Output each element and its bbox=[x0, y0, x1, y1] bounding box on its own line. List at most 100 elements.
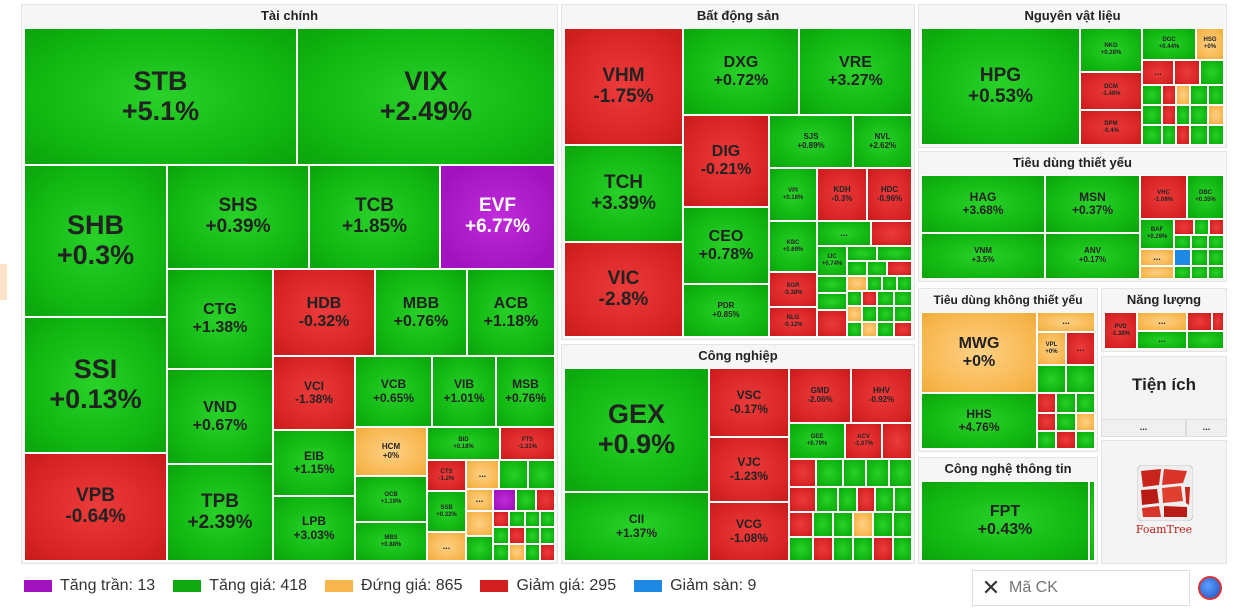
stock-tile-ssb[interactable]: SSB +0.32% bbox=[427, 491, 466, 532]
stock-tile-small[interactable] bbox=[1037, 413, 1056, 431]
stock-tile-mbs[interactable]: MBS +0.88% bbox=[355, 522, 427, 561]
stock-tile-small[interactable] bbox=[893, 512, 912, 537]
stock-tile-small[interactable] bbox=[1191, 235, 1208, 249]
legend-flat[interactable]: Đứng giá: 865 bbox=[325, 577, 462, 595]
stock-tile-small[interactable] bbox=[540, 511, 555, 527]
stock-tile-vix[interactable]: VIX +2.49% bbox=[297, 28, 555, 165]
stock-tile-small[interactable] bbox=[1142, 85, 1162, 105]
stock-tile-shb[interactable]: SHB +0.3% bbox=[24, 165, 167, 317]
stock-tile-mbb[interactable]: MBB +0.76% bbox=[375, 269, 467, 356]
stock-tile-small[interactable]: ... bbox=[1137, 312, 1187, 331]
stock-tile-sjs[interactable]: SJS +0.89% bbox=[769, 115, 853, 168]
stock-tile-cii[interactable]: CII +1.37% bbox=[564, 492, 709, 561]
stock-tile-vib[interactable]: VIB +1.01% bbox=[432, 356, 496, 427]
stock-tile-dgc[interactable]: DGC +0.44% bbox=[1142, 28, 1196, 60]
stock-tile-acb[interactable]: ACB +1.18% bbox=[467, 269, 555, 356]
stock-tile-small[interactable] bbox=[1162, 105, 1176, 125]
stock-tile-small[interactable] bbox=[843, 459, 866, 487]
stock-tile-small[interactable] bbox=[466, 511, 493, 536]
stock-tile-msn[interactable]: MSN +0.37% bbox=[1045, 175, 1140, 233]
stock-tile-acv[interactable]: ACV -1.07% bbox=[845, 423, 882, 459]
stock-tile-small[interactable]: ... bbox=[1066, 332, 1095, 365]
stock-tile-small[interactable] bbox=[867, 276, 882, 291]
stock-tile-vnm[interactable]: VNM +3.5% bbox=[921, 233, 1045, 279]
stock-tile-small[interactable] bbox=[525, 527, 540, 544]
globe-icon[interactable] bbox=[1198, 576, 1222, 600]
stock-tile-small[interactable] bbox=[847, 261, 867, 276]
stock-tile-ctg[interactable]: CTG +1.38% bbox=[167, 269, 273, 369]
stock-tile-small[interactable] bbox=[847, 322, 862, 337]
stock-tile-dpm[interactable]: DPM -0.4% bbox=[1080, 110, 1142, 145]
stock-tile-small[interactable] bbox=[1200, 60, 1224, 85]
stock-tile-ocb[interactable]: OCB +1.19% bbox=[355, 476, 427, 522]
stock-tile-small[interactable] bbox=[871, 221, 912, 246]
stock-tile-small[interactable] bbox=[1176, 85, 1190, 105]
stock-tile-small[interactable] bbox=[1037, 431, 1056, 449]
stock-tile-vcg[interactable]: VCG -1.08% bbox=[709, 502, 789, 561]
stock-tile-small[interactable] bbox=[1056, 413, 1076, 431]
stock-tile-small[interactable] bbox=[1191, 249, 1208, 266]
stock-tile-hhv[interactable]: HHV -0.92% bbox=[851, 368, 912, 423]
stock-tile-cts[interactable]: CTS -1.2% bbox=[427, 460, 466, 491]
stock-tile-hag[interactable]: HAG +3.68% bbox=[921, 175, 1045, 233]
stock-tile-small[interactable] bbox=[789, 512, 813, 537]
stock-tile-small[interactable]: ... bbox=[427, 532, 466, 561]
stock-tile-small[interactable] bbox=[873, 512, 893, 537]
stock-tile-hpg[interactable]: HPG +0.53% bbox=[921, 28, 1080, 145]
stock-tile-small[interactable]: ... bbox=[1142, 60, 1174, 85]
stock-tile-small[interactable] bbox=[509, 544, 525, 561]
stock-tile-small[interactable] bbox=[1191, 266, 1208, 279]
stock-tile-small[interactable] bbox=[833, 512, 853, 537]
stock-tile-small[interactable] bbox=[877, 306, 894, 322]
stock-tile-small[interactable] bbox=[1056, 431, 1076, 449]
stock-tile-small[interactable] bbox=[525, 544, 540, 561]
stock-tile-small[interactable] bbox=[493, 527, 509, 544]
stock-tile-small[interactable] bbox=[493, 489, 516, 511]
stock-tile-small[interactable]: ... bbox=[1140, 249, 1174, 266]
stock-tile-small[interactable] bbox=[1076, 413, 1095, 431]
stock-tile-small[interactable] bbox=[893, 537, 912, 561]
stock-tile-small[interactable] bbox=[1140, 266, 1174, 279]
stock-tile-small[interactable] bbox=[862, 322, 877, 337]
stock-tile-small[interactable] bbox=[789, 537, 813, 561]
stock-tile-small[interactable] bbox=[847, 291, 862, 306]
stock-tile-small[interactable] bbox=[499, 460, 528, 489]
stock-tile-small[interactable] bbox=[889, 459, 912, 487]
stock-tile-shs[interactable]: SHS +0.39% bbox=[167, 165, 309, 269]
stock-tile-small[interactable] bbox=[1037, 393, 1056, 413]
stock-tile-vci[interactable]: VCI -1.38% bbox=[273, 356, 355, 430]
stock-tile-small[interactable] bbox=[882, 423, 912, 459]
stock-tile-fpt[interactable]: FPT +0.43% bbox=[921, 481, 1089, 561]
stock-tile-small[interactable] bbox=[817, 293, 847, 310]
stock-tile-small[interactable] bbox=[1208, 235, 1224, 249]
stock-tile-small[interactable]: ... bbox=[1186, 419, 1227, 437]
stock-tile-ceo[interactable]: CEO +0.78% bbox=[683, 207, 769, 284]
stock-tile-small[interactable] bbox=[862, 291, 877, 306]
stock-tile-small[interactable] bbox=[894, 306, 912, 322]
stock-tile-eib[interactable]: EIB +1.15% bbox=[273, 430, 355, 496]
stock-tile-vsc[interactable]: VSC -0.17% bbox=[709, 368, 789, 437]
legend-ceiling[interactable]: Tăng trần: 13 bbox=[24, 577, 155, 595]
stock-tile-stb[interactable]: STB +5.1% bbox=[24, 28, 297, 165]
stock-tile-tpb[interactable]: TPB +2.39% bbox=[167, 464, 273, 561]
stock-tile-small[interactable] bbox=[838, 487, 857, 512]
stock-tile-small[interactable]: ... bbox=[817, 221, 871, 246]
stock-tile-dcm[interactable]: DCM -1.48% bbox=[1080, 72, 1142, 110]
stock-tile-nlg[interactable]: NLG -0.12% bbox=[769, 307, 817, 337]
stock-tile-small[interactable] bbox=[509, 527, 525, 544]
stock-tile-small[interactable] bbox=[1174, 266, 1191, 279]
stock-tile-small[interactable] bbox=[1076, 431, 1095, 449]
stock-tile-small[interactable] bbox=[1162, 85, 1176, 105]
stock-tile-small[interactable] bbox=[817, 310, 847, 337]
stock-tile-small[interactable] bbox=[813, 537, 833, 561]
stock-tile-small[interactable] bbox=[813, 512, 833, 537]
stock-tile-small[interactable] bbox=[1187, 312, 1212, 331]
stock-tile-lpb[interactable]: LPB +3.03% bbox=[273, 496, 355, 561]
stock-tile-small[interactable] bbox=[789, 459, 816, 487]
stock-tile-small[interactable] bbox=[493, 544, 509, 561]
stock-tile-vcb[interactable]: VCB +0.65% bbox=[355, 356, 432, 427]
stock-tile-hcm[interactable]: HCM +0% bbox=[355, 427, 427, 476]
stock-tile-small[interactable] bbox=[1208, 249, 1224, 266]
stock-tile-nkg[interactable]: NKG +0.28% bbox=[1080, 28, 1142, 72]
stock-tile-kdh[interactable]: KDH -0.3% bbox=[817, 168, 867, 221]
